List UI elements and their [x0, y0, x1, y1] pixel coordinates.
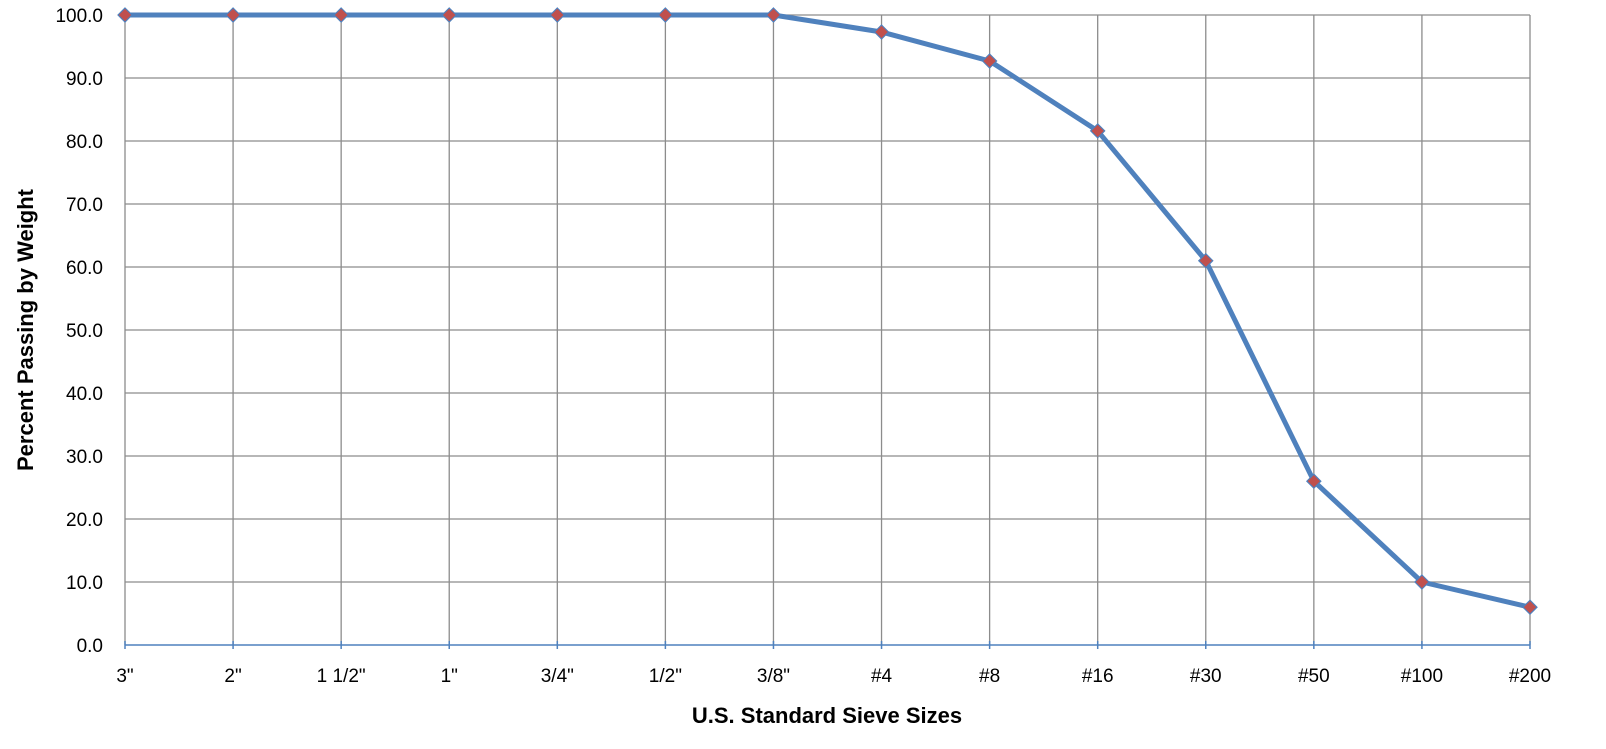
x-tick-label: 3/4"	[541, 666, 574, 687]
x-tick-label: #16	[1082, 666, 1114, 687]
x-tick-label: #4	[871, 666, 893, 687]
data-point	[441, 7, 458, 23]
data-point	[765, 7, 782, 23]
x-tick-label: #100	[1401, 666, 1443, 687]
y-tick-label: 10.0	[66, 573, 103, 594]
axes	[124, 641, 1531, 649]
data-point	[1522, 599, 1538, 616]
y-axis-title: Percent Passing by Weight	[13, 188, 38, 471]
x-tick-label: 1/2"	[649, 666, 682, 687]
y-tick-label: 80.0	[66, 132, 103, 153]
x-tick-label: 1"	[441, 666, 458, 687]
x-tick-label: 2"	[224, 666, 241, 687]
data-series	[117, 7, 1538, 616]
grid-lines	[124, 14, 1531, 645]
y-tick-label: 20.0	[66, 510, 103, 531]
data-point	[225, 7, 241, 23]
x-tick-label: #8	[979, 666, 1000, 687]
y-tick-label: 40.0	[66, 384, 103, 405]
x-tick-label: #50	[1298, 666, 1330, 687]
y-tick-label: 60.0	[66, 258, 103, 279]
data-point	[981, 53, 998, 69]
x-tick-label: 3"	[116, 666, 133, 687]
x-tick-label: #200	[1509, 666, 1551, 687]
y-tick-label: 100.0	[55, 6, 103, 27]
x-tick-label: 3/8"	[757, 666, 790, 687]
data-point	[1414, 574, 1430, 590]
y-tick-labels: 0.0 10.0 20.0 30.0 40.0 50.0 60.0 70.0 80.0 90.0 1…	[55, 6, 103, 657]
data-point	[549, 7, 566, 23]
series-line	[122, 12, 1533, 610]
data-point	[333, 7, 350, 23]
x-tick-label: 1 1/2"	[317, 666, 366, 687]
y-tick-label: 70.0	[66, 195, 103, 216]
y-tick-label: 0.0	[77, 636, 103, 657]
data-point	[873, 24, 890, 40]
y-tick-label: 30.0	[66, 447, 103, 468]
x-tick-labels: 3" 2" 1 1/2" 1" 3/4" 1/2" 3/8" #4 #8 #16 #30 #50 #10…	[116, 666, 1551, 687]
data-point	[1089, 123, 1106, 139]
data-point	[1305, 473, 1322, 490]
y-tick-label: 50.0	[66, 321, 103, 342]
data-point	[657, 7, 674, 23]
data-point	[117, 7, 133, 23]
x-tick-label: #30	[1190, 666, 1222, 687]
y-tick-label: 90.0	[66, 69, 103, 90]
data-point	[1197, 252, 1214, 269]
x-axis-title: U.S. Standard Sieve Sizes	[692, 703, 962, 728]
